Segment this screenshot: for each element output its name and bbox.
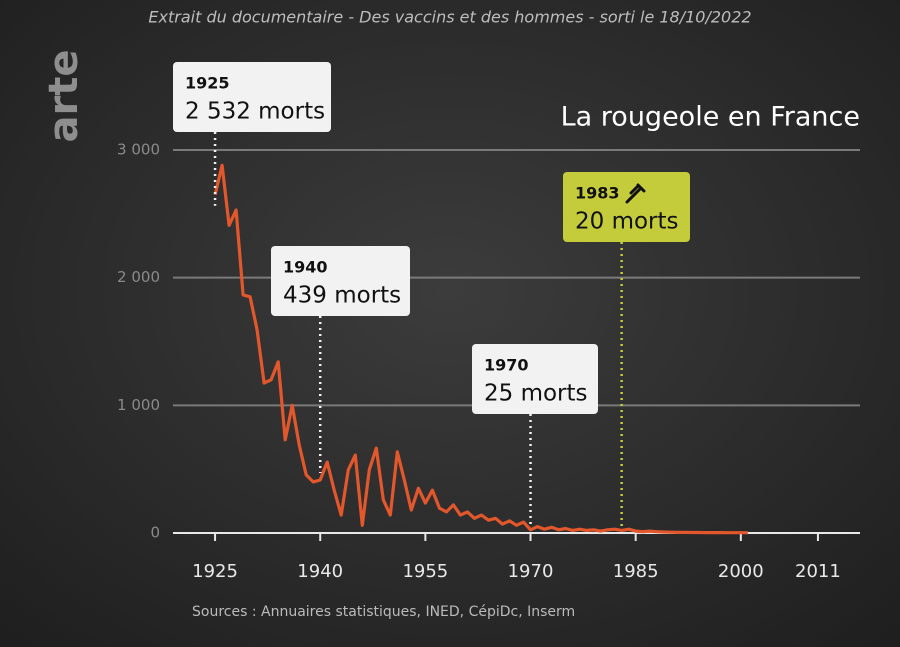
x-tick-label: 1955 — [402, 561, 448, 582]
annotation-year: 1970 — [484, 356, 529, 375]
header: Extrait du documentaire - Des vaccins et… — [148, 8, 751, 27]
annotation-year: 1983 — [575, 184, 620, 203]
x-tick-label: 1925 — [192, 561, 238, 582]
annotation-label: 439 morts — [283, 283, 401, 309]
x-tick-label: 1940 — [297, 561, 343, 582]
chart-title: La rougeole en France — [561, 102, 860, 133]
y-tick-label: 2 000 — [117, 268, 160, 286]
annotation-box — [563, 172, 690, 242]
annotation-year: 1925 — [185, 74, 230, 93]
annotation-year: 1940 — [283, 258, 328, 277]
x-tick-label: 1970 — [508, 561, 554, 582]
y-tick-label: 3 000 — [117, 141, 160, 159]
annotation-label: 25 morts — [484, 381, 588, 407]
source: Sources : Annuaires statistiques, INED, … — [192, 604, 575, 620]
logo: arte — [41, 50, 87, 143]
annotation-label: 2 532 morts — [185, 99, 325, 125]
annotation-box — [173, 62, 331, 132]
y-tick-label: 0 — [150, 524, 160, 542]
annotation-box — [271, 246, 410, 316]
annotation-box — [472, 344, 598, 414]
x-tick-label: 2011 — [795, 561, 841, 582]
y-tick-label: 1 000 — [117, 396, 160, 414]
x-tick-label: 2000 — [718, 561, 764, 582]
data-line — [213, 163, 748, 535]
x-tick-label: 1985 — [613, 561, 659, 582]
annotation-label: 20 morts — [575, 209, 679, 235]
syringe-icon — [625, 183, 646, 204]
